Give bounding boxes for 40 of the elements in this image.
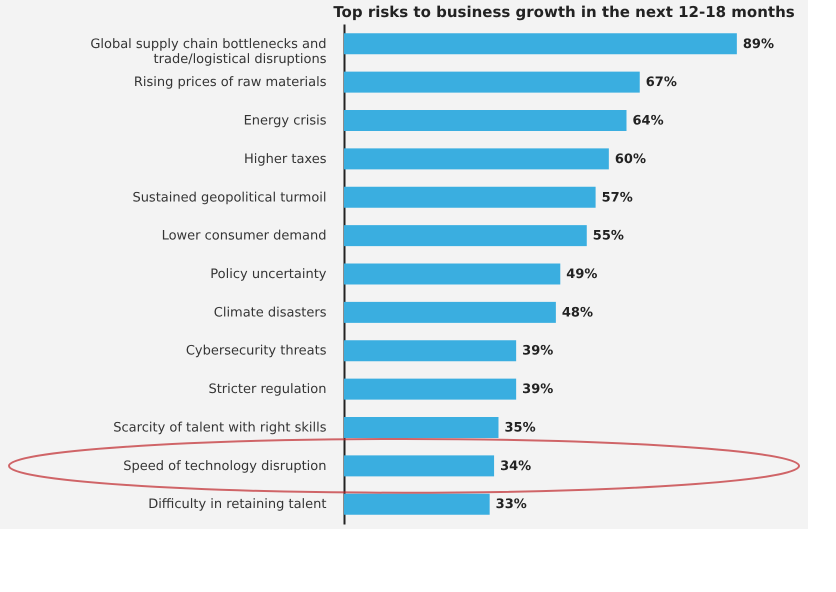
y-tick-label: Lower consumer demand	[162, 228, 326, 244]
bar	[344, 72, 640, 93]
chart-title: Top risks to business growth in the next 12-18 months	[333, 3, 795, 21]
bar	[344, 494, 490, 515]
data-label: 39%	[522, 382, 554, 398]
bar	[344, 416, 498, 438]
y-tick-label: Rising prices of raw materials	[134, 75, 327, 90]
data-label: 48%	[562, 305, 594, 320]
data-label: 33%	[496, 497, 527, 512]
y-tick-label: Stricter regulation	[208, 382, 326, 398]
bar	[344, 33, 737, 54]
y-tick-label: Sustained geopolitical turmoil	[132, 190, 326, 206]
y-tick-label: Speed of technology disruption	[123, 458, 326, 474]
y-tick-label: Climate disasters	[214, 305, 327, 320]
bar	[344, 378, 516, 400]
data-label: 64%	[632, 114, 664, 129]
y-tick-label: Higher taxes	[244, 152, 327, 167]
y-tick-label: Cybersecurity threats	[186, 344, 327, 359]
data-label: 39%	[522, 344, 554, 359]
data-label: 34%	[500, 458, 532, 474]
bar	[344, 225, 587, 246]
bar	[344, 340, 516, 362]
data-label: 35%	[504, 420, 536, 436]
y-tick-label: Policy uncertainty	[210, 267, 327, 282]
y-tick-label: Global supply chain bottlenecks and trade/logistical disruptions	[90, 36, 327, 67]
bar	[344, 455, 494, 476]
data-label: 67%	[646, 75, 677, 90]
data-label: 89%	[742, 36, 774, 52]
bar	[344, 264, 560, 284]
data-label: 60%	[614, 152, 646, 167]
bar	[344, 110, 627, 132]
bar	[344, 186, 596, 208]
data-label: 49%	[566, 267, 598, 282]
y-tick-label: Energy crisis	[244, 114, 327, 129]
data-label: 55%	[592, 228, 624, 244]
data-label: 57%	[602, 190, 633, 206]
bar	[344, 302, 556, 323]
y-tick-label: Scarcity of talent with right skills	[113, 420, 327, 436]
y-tick-label: Difficulty in retaining talent	[148, 497, 326, 512]
bar	[344, 148, 609, 170]
